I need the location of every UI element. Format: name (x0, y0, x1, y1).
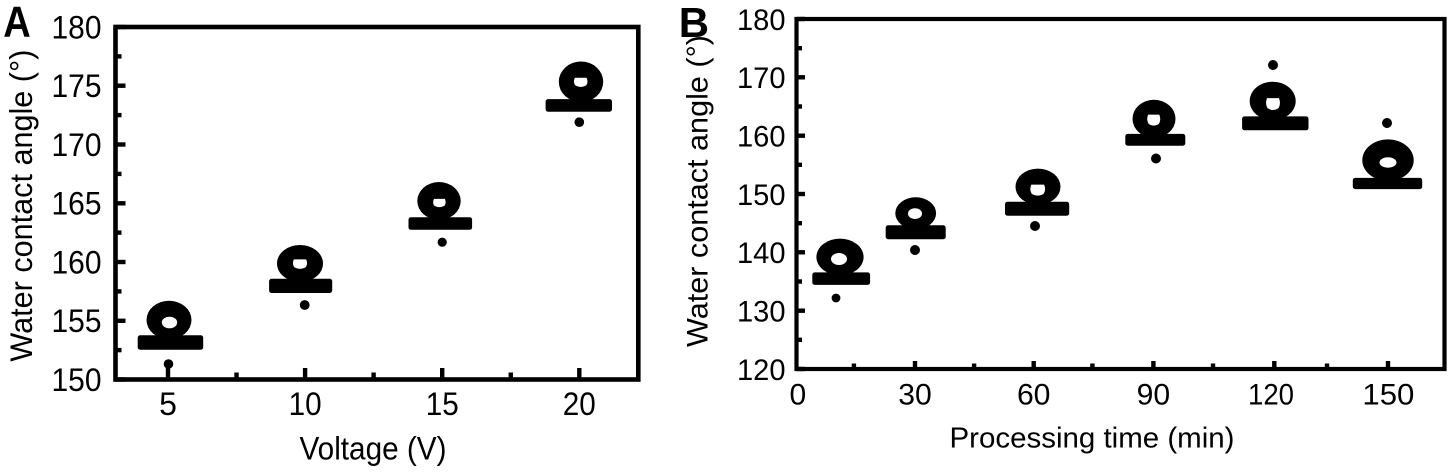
svg-text:180: 180 (737, 4, 786, 37)
svg-text:60: 60 (1017, 379, 1051, 412)
svg-text:175: 175 (52, 68, 102, 104)
svg-text:155: 155 (52, 303, 102, 339)
svg-text:150: 150 (737, 179, 786, 212)
svg-text:150: 150 (1362, 379, 1414, 412)
svg-text:170: 170 (52, 127, 102, 163)
svg-text:120: 120 (737, 354, 786, 387)
svg-text:130: 130 (737, 296, 786, 329)
svg-text:30: 30 (898, 379, 932, 412)
svg-text:Water contact angle (°): Water contact angle (°) (682, 35, 715, 347)
svg-text:15: 15 (426, 386, 459, 422)
svg-text:Voltage (V): Voltage (V) (300, 431, 447, 467)
svg-text:A: A (3, 0, 31, 46)
svg-text:150: 150 (52, 362, 102, 398)
svg-text:165: 165 (52, 186, 102, 222)
svg-text:120: 120 (1248, 379, 1294, 412)
svg-text:Processing time (min): Processing time (min) (950, 423, 1235, 455)
svg-text:90: 90 (1137, 379, 1171, 412)
svg-text:Water contact angle (°): Water contact angle (°) (3, 50, 39, 362)
svg-text:160: 160 (52, 244, 102, 280)
svg-text:0: 0 (789, 379, 806, 412)
svg-text:10: 10 (289, 386, 322, 422)
svg-text:160: 160 (737, 121, 786, 154)
svg-text:140: 140 (737, 237, 786, 270)
svg-text:170: 170 (737, 62, 786, 95)
svg-text:B: B (679, 0, 709, 46)
svg-text:20: 20 (563, 386, 596, 422)
svg-text:180: 180 (52, 9, 102, 45)
svg-text:5: 5 (159, 386, 177, 422)
